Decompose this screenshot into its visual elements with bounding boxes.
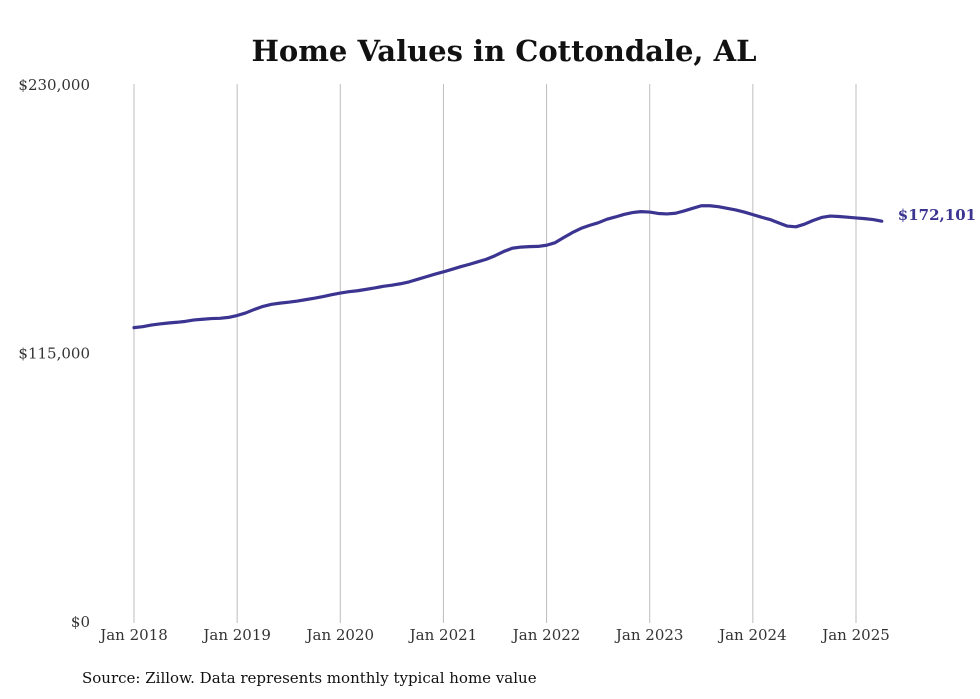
x-tick-label: Jan 2018: [98, 626, 168, 644]
x-tick-label: Jan 2021: [408, 626, 478, 644]
x-tick-label: Jan 2023: [614, 626, 684, 644]
chart-title: Home Values in Cottondale, AL: [251, 34, 756, 68]
latest-value-label: $172,101: [898, 206, 976, 224]
x-tick-label: Jan 2024: [717, 626, 787, 644]
x-axis-tick-labels: Jan 2018 Jan 2019 Jan 2020 Jan 2021 Jan 2022…: [98, 626, 890, 644]
x-tick-label: Jan 2019: [201, 626, 271, 644]
y-axis-tick-labels: $230,000 $115,000 $0: [18, 76, 90, 631]
source-note: Source: Zillow. Data represents monthly …: [82, 669, 537, 687]
y-tick-label: $230,000: [18, 76, 90, 94]
home-value-series-line: [132, 204, 884, 330]
x-tick-label: Jan 2020: [305, 626, 375, 644]
y-tick-label: $0: [71, 613, 90, 631]
y-tick-label: $115,000: [18, 345, 90, 363]
gridlines: [133, 84, 857, 623]
x-tick-label: Jan 2025: [820, 626, 890, 644]
x-tick-label: Jan 2022: [511, 626, 581, 644]
